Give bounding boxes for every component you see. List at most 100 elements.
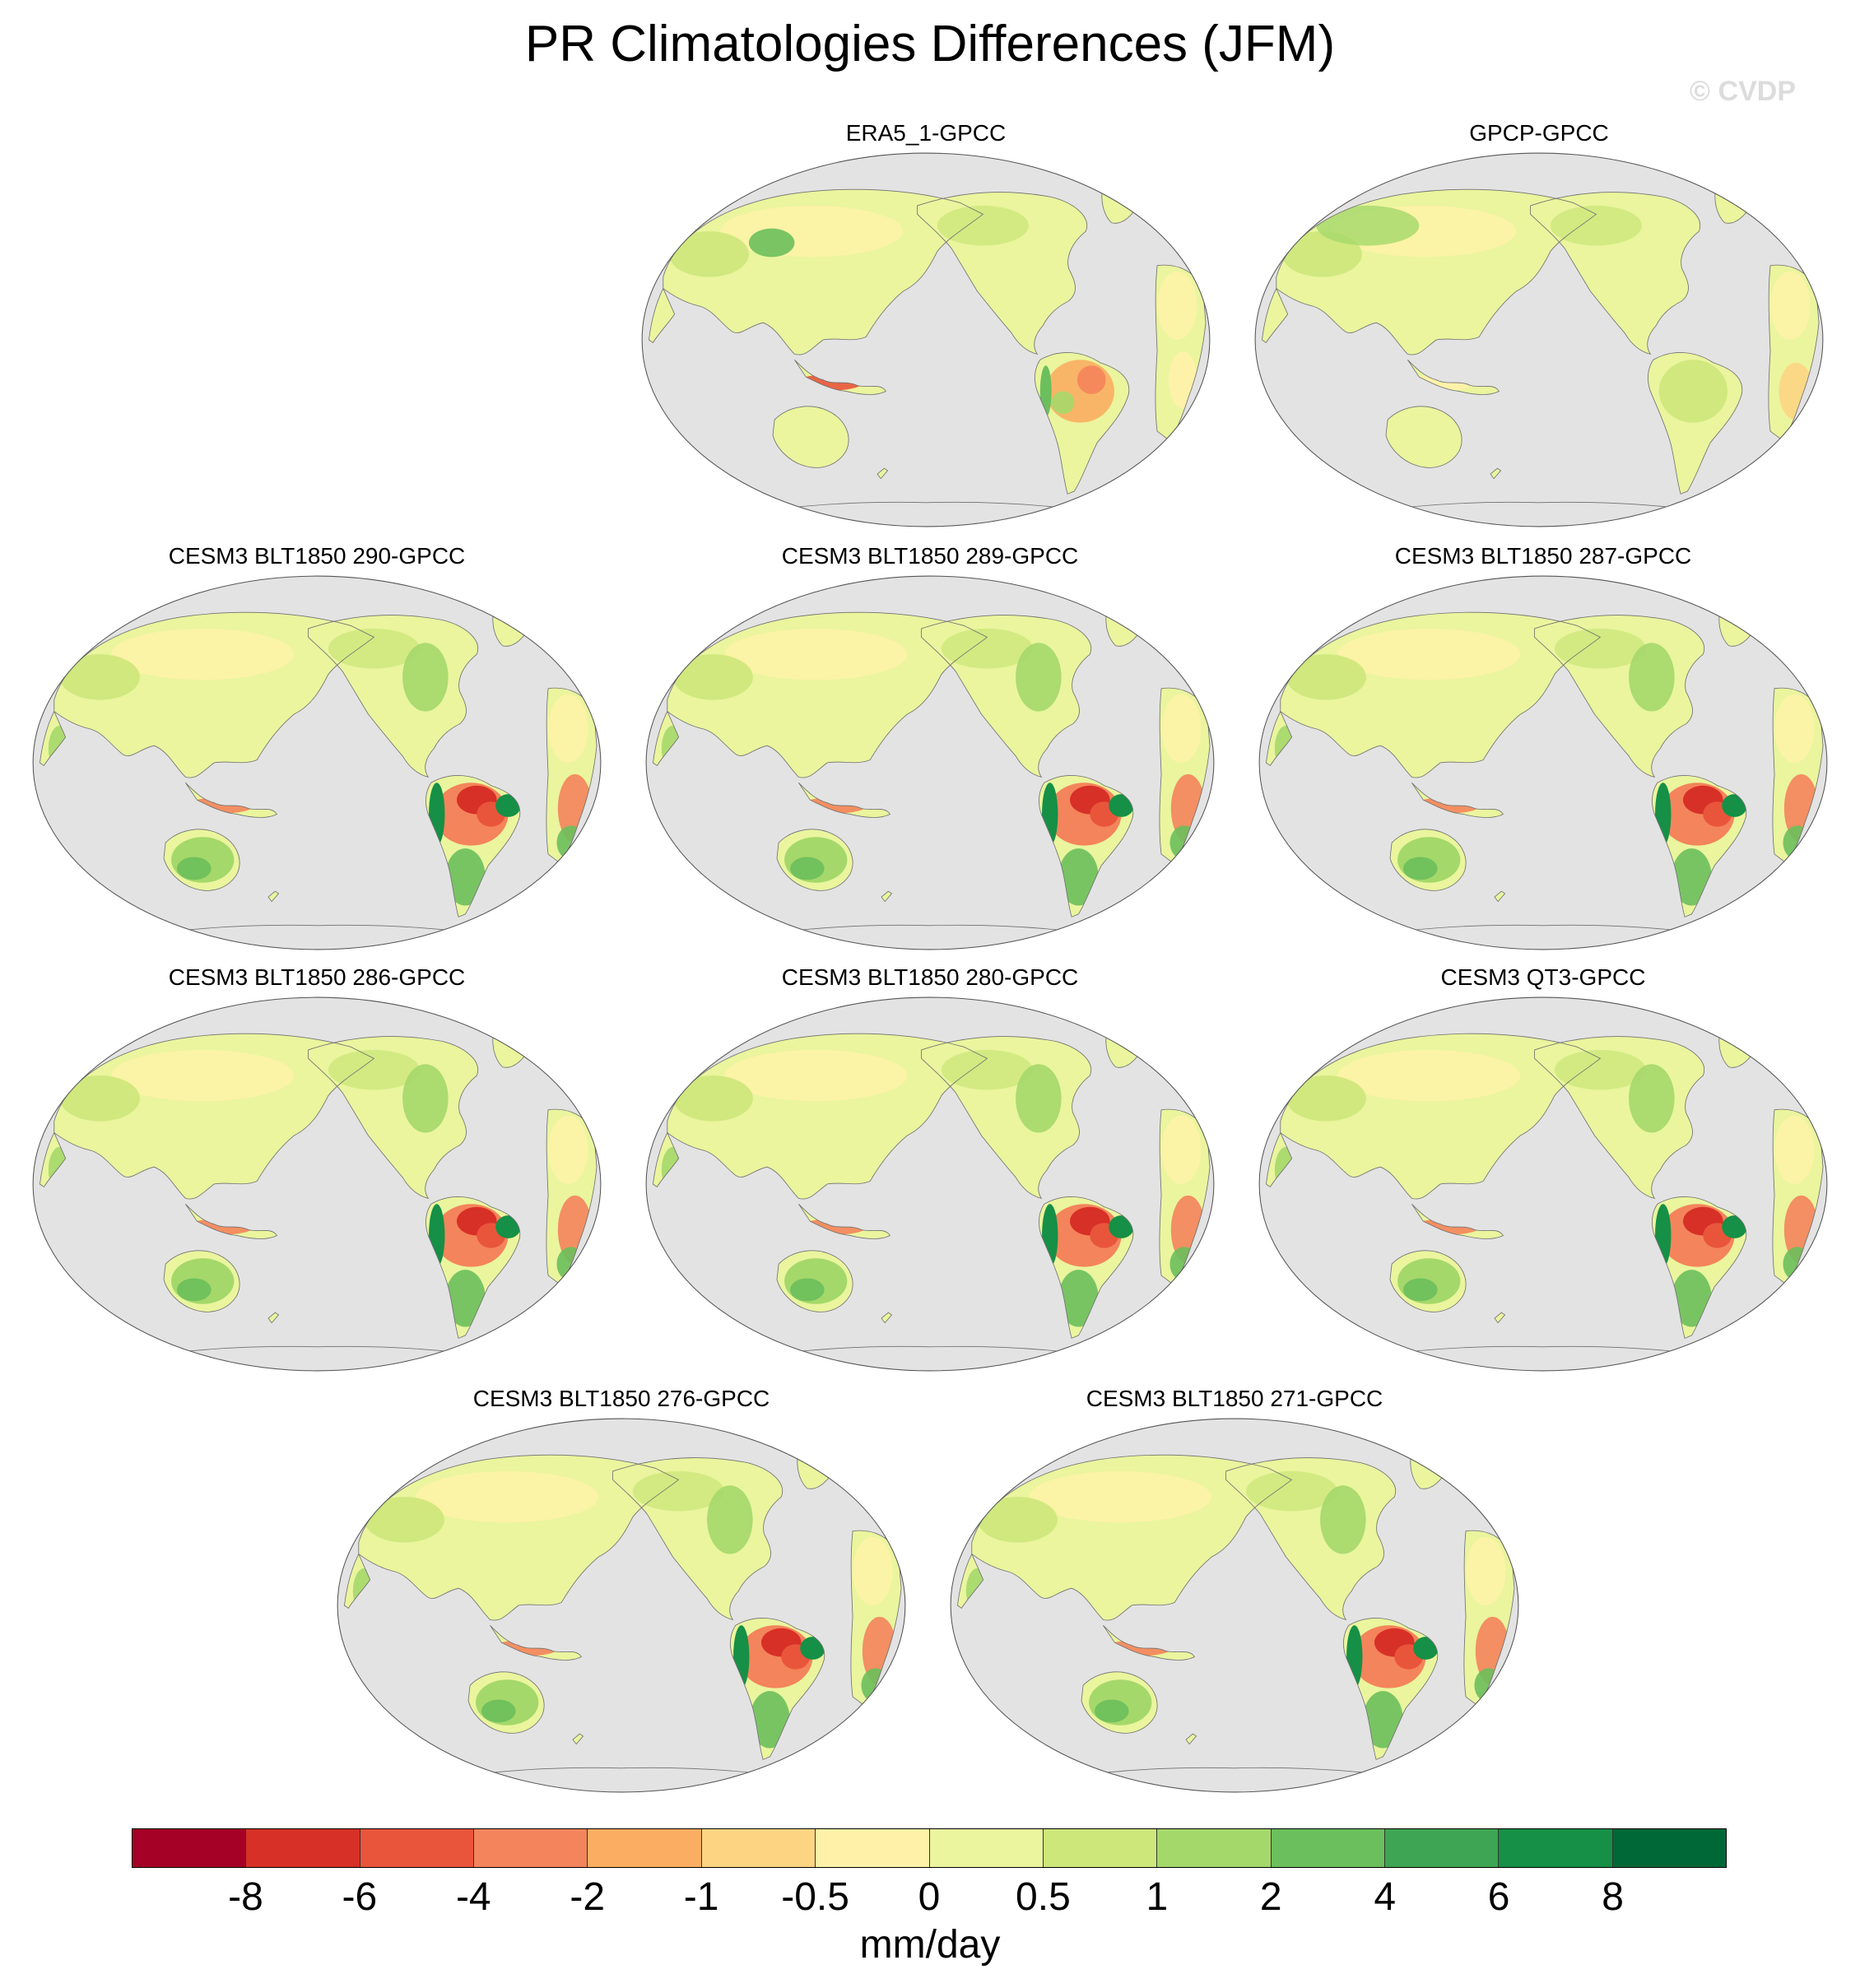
coastline-southamerica [1652,775,1747,917]
coastline-australia [163,1250,240,1312]
coastline-northamerica [1530,192,1701,355]
panel-title: CESM3 BLT1850 280-GPCC [781,964,1079,990]
coastline-australia [776,829,853,891]
coastline-australia [1385,406,1462,468]
colorbar-tick-label: -6 [342,1875,378,1919]
anomaly-patches [965,1470,1510,1749]
colorbar-tick-label: 8 [1602,1875,1624,1919]
coastline-nz [1494,1312,1506,1324]
coastline-europe_west [652,710,680,767]
coastline-seasia [794,359,887,395]
coastline-nz [1490,467,1502,480]
colorbar [132,1828,1727,1868]
map-outline [641,152,1211,527]
colorbar-swatch [588,1829,702,1867]
coastline-nz [572,1733,584,1745]
panel-title: GPCP-GPCC [1469,120,1609,146]
world-map [1258,575,1828,950]
coastline-europe_west [343,1553,371,1609]
coastline-seasia [1407,359,1500,395]
map-panel: ERA5_1-GPCC [621,120,1230,532]
coastline-southamerica [730,1618,825,1760]
coastline-australia [1389,829,1467,891]
coastline-asia [667,1033,988,1200]
colorbar-swatch [929,1829,1044,1867]
anomaly-patches [1274,628,1819,906]
panel-title: CESM3 BLT1850 290-GPCC [168,543,466,569]
coastline-asia [1280,1033,1602,1200]
coastline-seasia [490,1624,583,1661]
coastline-australia [772,406,849,468]
colorbar-swatch [474,1829,588,1867]
coastline-seasia [798,782,891,818]
map-outline [1258,575,1828,950]
coastline-europe_west [1261,287,1289,344]
world-map [1254,152,1824,527]
colorbar-unit: mm/day [859,1923,1001,1967]
colorbar-tick-label: 1 [1146,1875,1169,1919]
coastline-southamerica [1343,1618,1439,1760]
colorbar-tick-label: 4 [1374,1875,1397,1919]
coastline-nz [877,467,889,480]
map-outline [337,1418,906,1793]
anomaly-patches [48,1049,593,1327]
coastline-seasia [1103,1624,1196,1661]
coastline-northamerica [917,192,1088,355]
coastline-europe_west [1265,1131,1293,1188]
coastline-europe_west [652,1131,680,1188]
coastline-southamerica [1035,352,1130,495]
coastline-northamerica [1534,615,1705,778]
panel-title: CESM3 BLT1850 289-GPCC [781,543,1079,569]
coastline-seasia [185,1203,278,1239]
colorbar-tick-label: -8 [228,1875,263,1919]
coastline-southamerica [1039,1196,1134,1339]
coastline-asia [1276,188,1597,355]
coastline-nz [881,890,893,903]
world-map [1258,996,1828,1372]
coastline-seasia [1411,1203,1504,1239]
colorbar-swatch [360,1829,475,1867]
colorbar-swatch [1499,1829,1613,1867]
colorbar-tick-label: 2 [1259,1875,1282,1919]
coastline-europe_west [39,710,67,767]
coastline-northamerica [921,615,1092,778]
coastline-australia [1389,1250,1467,1312]
colorbar-tick-label: 6 [1487,1875,1510,1919]
colorbar-swatch [133,1829,247,1867]
coastline-northamerica [1225,1457,1397,1621]
map-panel: GPCP-GPCC [1235,120,1844,532]
world-map [645,575,1215,950]
coastline-southamerica [1652,1196,1747,1339]
coastline-seasia [185,782,278,818]
map-panel: CESM3 BLT1850 276-GPCC [317,1386,926,1797]
coastline-nz [1185,1733,1197,1745]
coastline-nz [1494,890,1506,903]
colorbar-swatch [1157,1829,1272,1867]
colorbar-swatch [1612,1829,1727,1867]
coastline-asia [53,1033,375,1200]
panel-title: CESM3 BLT1850 276-GPCC [472,1386,770,1411]
map-panel: CESM3 BLT1850 271-GPCC [930,1386,1539,1797]
panel-title: ERA5_1-GPCC [845,120,1007,146]
coastline-australia [1081,1671,1158,1734]
world-map [645,996,1215,1372]
colorbar-tick-label: -0.5 [781,1875,849,1919]
coastline-asia [971,1454,1293,1621]
coastline-northamerica [308,615,479,778]
world-map [337,1418,906,1793]
world-map [32,996,602,1372]
map-outline [1258,996,1828,1372]
world-map [641,152,1211,527]
anomaly-patches [1274,1049,1819,1327]
coastline-northamerica [308,1036,479,1200]
coastline-southamerica [425,775,521,917]
coastline-northamerica [1534,1036,1705,1200]
panel-title: CESM3 QT3-GPCC [1440,964,1646,990]
colorbar-tick-label: 0 [918,1875,941,1919]
map-panel: CESM3 BLT1850 290-GPCC [12,543,621,955]
coastlines [1265,1029,1824,1371]
map-outline [1254,152,1824,527]
coastline-northamerica [612,1457,784,1621]
colorbar-tick-label: -1 [683,1875,719,1919]
coastline-asia [53,611,375,778]
